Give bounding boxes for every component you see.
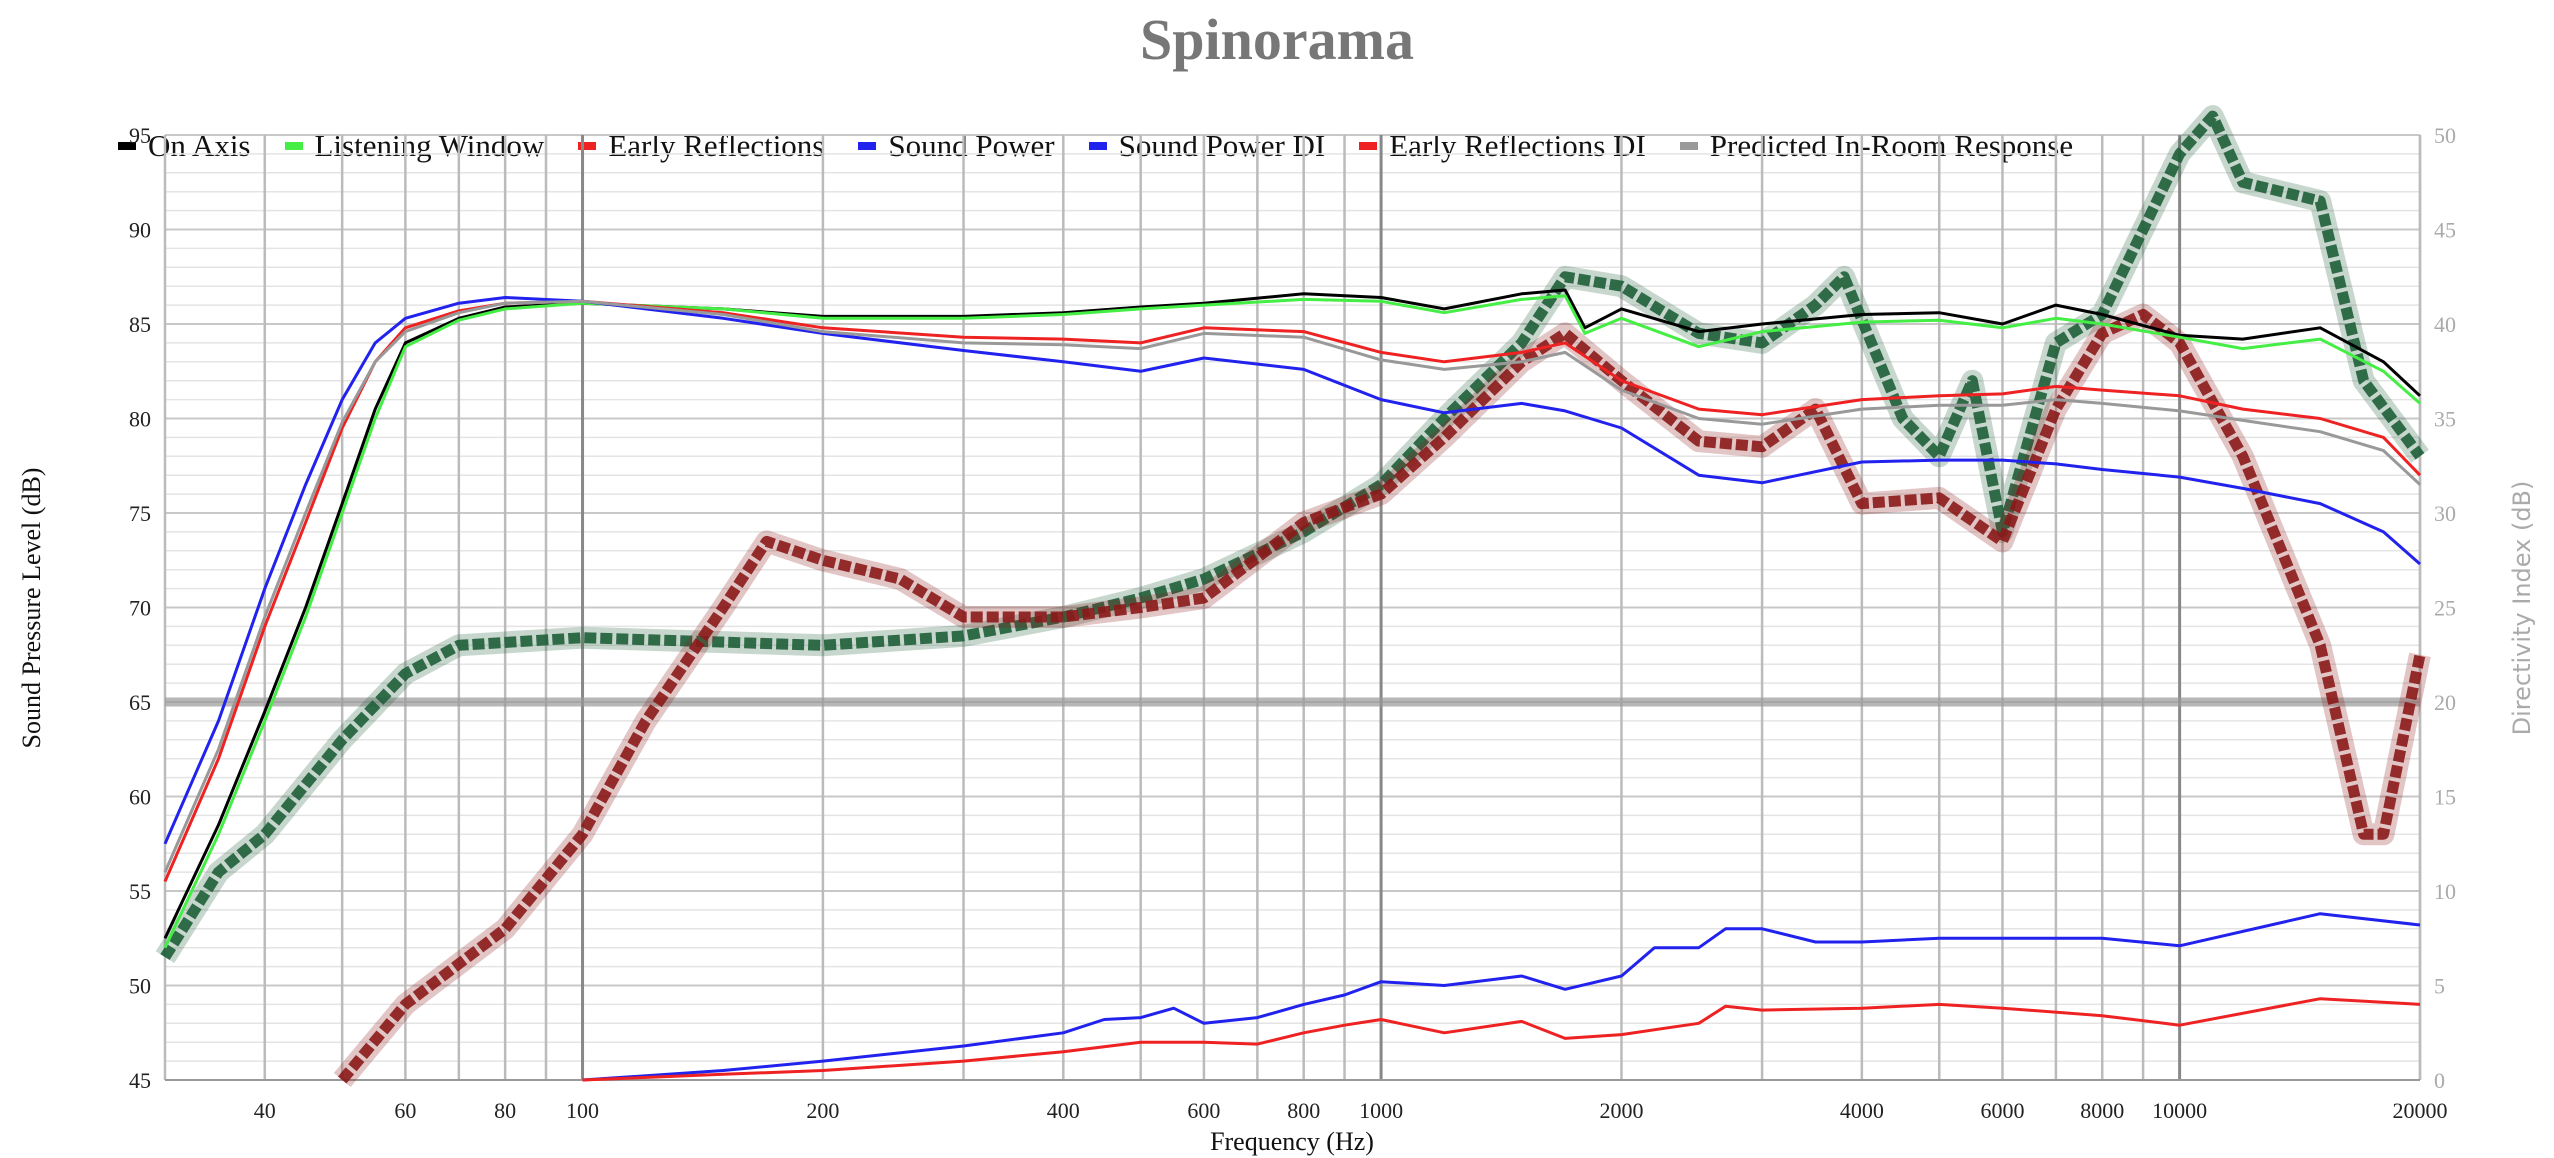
x-tick-label: 6000 bbox=[1980, 1098, 2024, 1123]
legend-swatch bbox=[118, 142, 136, 150]
y-tick-label: 90 bbox=[129, 218, 151, 243]
legend-item[interactable]: Sound Power bbox=[858, 128, 1055, 164]
thick-trace-1 bbox=[160, 110, 2425, 961]
chart-title: Spinorama bbox=[1140, 7, 1414, 72]
series-sound-power-di bbox=[582, 912, 2421, 1082]
series-early-reflections-di bbox=[582, 997, 2421, 1082]
x-tick-label: 100 bbox=[566, 1098, 599, 1123]
y2-tick-label: 45 bbox=[2434, 218, 2456, 243]
x-axis-label: Frequency (Hz) bbox=[1210, 1127, 1374, 1156]
series-listening-window bbox=[163, 294, 2421, 949]
y2-tick-label: 10 bbox=[2434, 879, 2456, 904]
y-tick-label: 85 bbox=[129, 312, 151, 337]
legend-swatch bbox=[1088, 142, 1107, 150]
x-tick-label: 400 bbox=[1047, 1098, 1080, 1123]
series-predicted-in-room-response bbox=[163, 299, 2422, 873]
legend-swatch bbox=[1679, 142, 1698, 150]
legend-swatch bbox=[858, 142, 877, 150]
x-tick-label: 200 bbox=[806, 1098, 839, 1123]
x-tick-label: 40 bbox=[254, 1098, 276, 1123]
legend-item[interactable]: Predicted In-Room Response bbox=[1679, 128, 2074, 164]
legend-item[interactable]: Sound Power DI bbox=[1088, 128, 1326, 164]
y2-tick-label: 40 bbox=[2434, 312, 2456, 337]
series-on-axis bbox=[163, 288, 2422, 939]
y-tick-label: 95 bbox=[129, 123, 151, 148]
y-tick-label: 45 bbox=[129, 1068, 151, 1093]
series-early-reflections bbox=[163, 299, 2422, 883]
legend-label: Sound Power bbox=[888, 128, 1055, 163]
y2-tick-label: 5 bbox=[2434, 974, 2445, 999]
x-tick-label: 60 bbox=[394, 1098, 416, 1123]
y-tick-label: 55 bbox=[129, 879, 151, 904]
y2-tick-label: 15 bbox=[2434, 785, 2456, 810]
x-tick-label: 8000 bbox=[2080, 1098, 2124, 1123]
y-tick-label: 50 bbox=[129, 974, 151, 999]
axes: 40 60 80 100 200 400 600 800 1000 2000 4000 6000 800… bbox=[129, 123, 2456, 1123]
x-tick-label: 10000 bbox=[2152, 1098, 2207, 1123]
series-lines bbox=[155, 105, 2431, 1088]
y2-tick-label: 50 bbox=[2434, 123, 2456, 148]
y-tick-label: 75 bbox=[129, 501, 151, 526]
x-tick-label: 4000 bbox=[1840, 1098, 1884, 1123]
x-tick-label: 1000 bbox=[1359, 1098, 1403, 1123]
x-tick-label: 2000 bbox=[1599, 1098, 1643, 1123]
y2-tick-label: 30 bbox=[2434, 501, 2456, 526]
legend-label: Sound Power DI bbox=[1118, 128, 1326, 163]
grid bbox=[163, 134, 2422, 1081]
legend-item[interactable]: Early Reflections DI bbox=[1359, 128, 1646, 164]
series-sound-power bbox=[163, 296, 2421, 845]
x-tick-label: 800 bbox=[1287, 1098, 1320, 1123]
legend: On Axis Listening Window Early Reflections… bbox=[118, 128, 2073, 164]
legend-swatch bbox=[578, 142, 597, 150]
legend-label: Predicted In-Room Response bbox=[1709, 128, 2074, 163]
y-axis-label: Sound Pressure Level (dB) bbox=[17, 468, 46, 749]
y-tick-label: 65 bbox=[129, 690, 151, 715]
x-tick-label: 80 bbox=[494, 1098, 516, 1123]
y2-tick-label: 25 bbox=[2434, 596, 2456, 621]
y-tick-label: 70 bbox=[129, 596, 151, 621]
legend-swatch bbox=[1359, 142, 1378, 150]
y2-tick-label: 0 bbox=[2434, 1068, 2445, 1093]
legend-label: Early Reflections DI bbox=[1389, 128, 1646, 163]
y2-axis-label: Directivity Index (dB) bbox=[2508, 481, 2536, 736]
y-tick-label: 80 bbox=[129, 407, 151, 432]
y2-tick-label: 20 bbox=[2434, 690, 2456, 715]
x-tick-label: 20000 bbox=[2393, 1098, 2448, 1123]
legend-swatch bbox=[284, 142, 303, 150]
y2-tick-label: 35 bbox=[2434, 407, 2456, 432]
x-tick-label: 600 bbox=[1187, 1098, 1220, 1123]
legend-item[interactable]: Early Reflections bbox=[578, 128, 824, 164]
y-tick-label: 60 bbox=[129, 785, 151, 810]
legend-label: Early Reflections bbox=[608, 128, 825, 163]
